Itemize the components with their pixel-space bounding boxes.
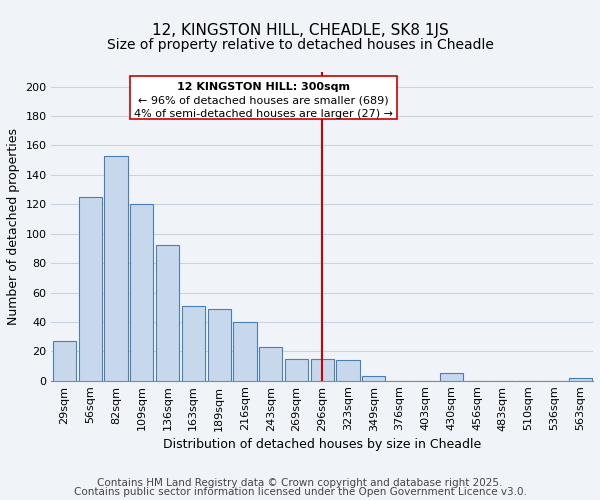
Bar [259,347,282,381]
Text: ← 96% of detached houses are smaller (689): ← 96% of detached houses are smaller (68… [138,96,389,106]
Text: 4% of semi-detached houses are larger (27) →: 4% of semi-detached houses are larger (2… [134,109,393,119]
Bar [569,378,592,381]
Text: 12, KINGSTON HILL, CHEADLE, SK8 1JS: 12, KINGSTON HILL, CHEADLE, SK8 1JS [152,22,448,38]
Bar [182,306,205,381]
Text: Size of property relative to detached houses in Cheadle: Size of property relative to detached ho… [107,38,493,52]
Text: Contains public sector information licensed under the Open Government Licence v3: Contains public sector information licen… [74,487,526,497]
Bar [233,322,257,381]
FancyBboxPatch shape [130,76,397,119]
X-axis label: Distribution of detached houses by size in Cheadle: Distribution of detached houses by size … [163,438,481,450]
Bar [53,341,76,381]
Bar [311,358,334,381]
Text: 12 KINGSTON HILL: 300sqm: 12 KINGSTON HILL: 300sqm [177,82,350,92]
Text: Contains HM Land Registry data © Crown copyright and database right 2025.: Contains HM Land Registry data © Crown c… [97,478,503,488]
Bar [362,376,385,381]
Y-axis label: Number of detached properties: Number of detached properties [7,128,20,325]
Bar [337,360,359,381]
Bar [156,246,179,381]
Bar [285,358,308,381]
Bar [440,374,463,381]
Bar [104,156,128,381]
Bar [79,197,102,381]
Bar [208,308,231,381]
Bar [130,204,154,381]
